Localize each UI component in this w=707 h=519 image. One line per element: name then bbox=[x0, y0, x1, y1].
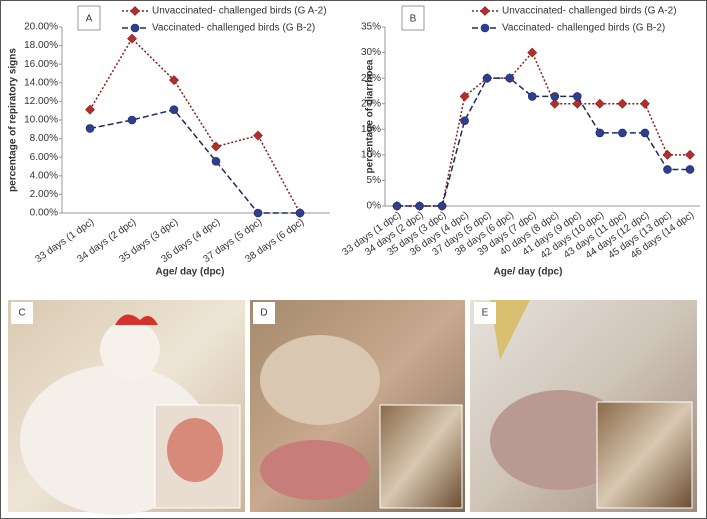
x-axis-title: Age/ day (dpc) bbox=[494, 267, 563, 278]
photo-label-box bbox=[253, 302, 275, 324]
y-tick-label: 15% bbox=[361, 124, 381, 135]
legend-label: Unvaccinated- challenged birds (G A-2) bbox=[502, 6, 677, 17]
photo-label-box bbox=[474, 302, 496, 324]
legend-label: Unvaccinated- challenged birds (G A-2) bbox=[152, 6, 327, 17]
y-tick-label: 4.00% bbox=[30, 170, 58, 181]
marker bbox=[211, 141, 221, 152]
photo-c bbox=[8, 300, 245, 515]
y-tick-label: 20% bbox=[361, 98, 381, 109]
marker bbox=[253, 130, 263, 141]
legend-marker bbox=[130, 23, 140, 33]
marker bbox=[169, 105, 179, 114]
marker bbox=[663, 165, 672, 174]
marker bbox=[253, 208, 263, 218]
panel-label-box bbox=[401, 5, 425, 31]
y-tick-label: 5% bbox=[367, 175, 382, 186]
y-tick-label: 35% bbox=[361, 22, 381, 33]
x-axis-title: Age/ day (dpc) bbox=[156, 267, 225, 278]
marker bbox=[85, 124, 95, 133]
marker bbox=[573, 92, 582, 101]
marker bbox=[211, 156, 221, 166]
marker bbox=[527, 47, 538, 58]
marker bbox=[527, 92, 537, 101]
series-line bbox=[89, 108, 300, 214]
marker bbox=[459, 91, 470, 102]
y-tick-label: 12.00% bbox=[24, 96, 58, 107]
y-tick-label: 16.00% bbox=[24, 59, 58, 70]
marker bbox=[685, 165, 695, 174]
marker bbox=[482, 73, 492, 83]
marker bbox=[460, 116, 469, 126]
panel-label-box bbox=[77, 5, 101, 31]
marker bbox=[685, 149, 695, 160]
y-tick-label: 6.00% bbox=[30, 152, 58, 163]
photo-d bbox=[250, 300, 465, 512]
y-tick-label: 14.00% bbox=[24, 77, 58, 88]
y-tick-label: 0% bbox=[367, 201, 382, 212]
marker bbox=[295, 208, 305, 218]
legend-marker bbox=[480, 23, 490, 33]
legend-marker bbox=[480, 6, 490, 16]
y-tick-label: 10.00% bbox=[24, 115, 58, 126]
legend-label: Vaccinated- challenged birds (G B-2) bbox=[152, 23, 315, 34]
marker bbox=[169, 75, 179, 86]
marker bbox=[437, 201, 447, 211]
photo-label: D bbox=[260, 308, 267, 319]
y-axis-title: percentage of diarrhoea bbox=[365, 59, 376, 173]
panel-label: B bbox=[410, 14, 417, 25]
panel-label: A bbox=[86, 14, 93, 25]
photo-label: C bbox=[18, 308, 25, 319]
photo-label-box bbox=[11, 302, 33, 324]
marker bbox=[640, 128, 650, 138]
y-tick-label: 8.00% bbox=[30, 133, 58, 144]
photo-e bbox=[470, 300, 697, 512]
y-tick-label: 10% bbox=[361, 149, 381, 160]
legend-marker bbox=[130, 6, 140, 16]
y-tick-label: 25% bbox=[361, 73, 381, 84]
marker bbox=[618, 128, 627, 138]
marker bbox=[639, 98, 650, 109]
marker bbox=[415, 201, 424, 211]
y-axis-title: percentage of repiratory signs bbox=[8, 48, 19, 192]
series-line bbox=[89, 37, 301, 214]
marker bbox=[127, 115, 137, 125]
marker bbox=[594, 98, 605, 109]
marker bbox=[617, 98, 628, 109]
marker bbox=[595, 128, 605, 138]
legend-label: Vaccinated- challenged birds (G B-2) bbox=[502, 23, 665, 34]
marker bbox=[549, 98, 560, 109]
photo-label: E bbox=[482, 308, 489, 319]
y-tick-label: 2.00% bbox=[30, 189, 58, 200]
y-tick-label: 0.00% bbox=[30, 208, 58, 219]
y-tick-label: 20.00% bbox=[24, 22, 58, 33]
marker bbox=[662, 149, 673, 160]
marker bbox=[85, 104, 95, 115]
y-tick-label: 30% bbox=[361, 47, 381, 58]
marker bbox=[550, 92, 560, 101]
marker bbox=[505, 73, 514, 83]
marker bbox=[127, 33, 137, 44]
y-tick-label: 18.00% bbox=[24, 40, 58, 51]
marker bbox=[392, 201, 402, 211]
